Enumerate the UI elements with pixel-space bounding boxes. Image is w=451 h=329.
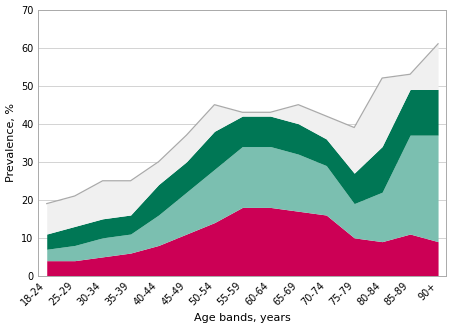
X-axis label: Age bands, years: Age bands, years [193, 314, 290, 323]
Y-axis label: Prevalence, %: Prevalence, % [5, 103, 15, 182]
